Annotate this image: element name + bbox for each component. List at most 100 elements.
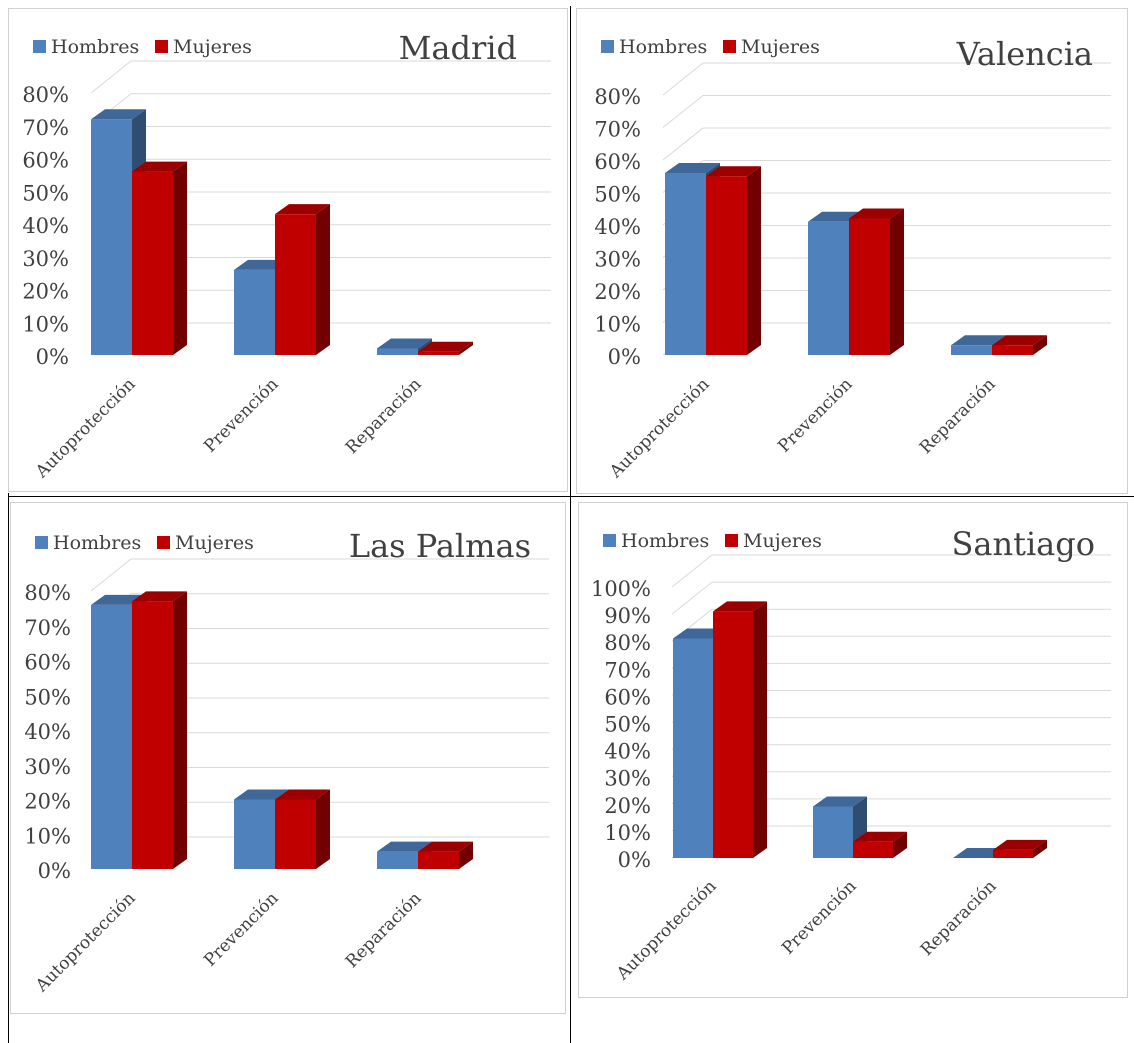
bar-front <box>992 345 1033 355</box>
legend-swatch-mujeres <box>157 536 170 549</box>
bar-mujeres-0 <box>706 166 761 355</box>
bar-top <box>993 839 1047 850</box>
bar-top <box>992 335 1047 346</box>
bar-top <box>853 831 907 842</box>
chart-las-palmas-svg: 0% 10% 20% 30% 40% 50% 60% 70% 80% Hombres Mujeres… <box>24 527 549 997</box>
bar-front <box>993 849 1033 858</box>
bar-front <box>951 345 992 355</box>
legend-label-mujeres: Mujeres <box>741 36 820 58</box>
x-tick-label: Autoprotección <box>31 374 139 482</box>
bar-mujeres-2 <box>418 341 473 355</box>
legend-label-mujeres: Mujeres <box>175 532 254 554</box>
legend-label-hombres: Hombres <box>53 532 141 554</box>
bar-mujeres-0 <box>713 601 767 858</box>
bar-front <box>132 601 173 869</box>
bar-top <box>132 161 187 172</box>
x-tick-label: Prevención <box>200 888 282 970</box>
chart-title: Valencia <box>956 35 1093 73</box>
bar-mujeres-1 <box>275 204 330 355</box>
bar-front <box>713 611 753 858</box>
y-tick-label: 40% <box>594 215 641 239</box>
bar-top <box>275 789 330 800</box>
bar-side <box>459 841 473 869</box>
x-tick-label: Reparación <box>917 876 1001 960</box>
y-tick-label: 30% <box>22 247 69 271</box>
y-tick-label: 10% <box>24 824 71 848</box>
bar-top <box>377 338 432 349</box>
y-tick-label: 20% <box>604 794 651 818</box>
x-tick-label: Reparación <box>342 374 426 458</box>
y-tick-label: 80% <box>22 83 69 107</box>
bar-front <box>418 351 459 355</box>
bar-top <box>813 796 867 807</box>
legend-swatch-hombres <box>603 534 616 547</box>
bar-top <box>132 591 187 602</box>
bar-front <box>849 218 890 355</box>
bar-top <box>275 204 330 215</box>
bar-side <box>1033 839 1047 858</box>
y-tick-label: 60% <box>604 685 651 709</box>
bar-mujeres-1 <box>275 789 330 869</box>
y-tick-label: 10% <box>22 312 69 336</box>
bar-front <box>377 851 418 869</box>
y-tick-label: 60% <box>22 149 69 173</box>
legend-swatch-mujeres <box>723 40 736 53</box>
chart-madrid: 0% 10% 20% 30% 40% 50% 60% 70% 80% Hombres Mujeres… <box>8 8 568 492</box>
bar-mujeres-2 <box>418 841 473 869</box>
bar-front <box>234 799 275 869</box>
y-tick-label: 30% <box>604 767 651 791</box>
table-border-middle <box>570 6 571 1043</box>
bar-mujeres-1 <box>849 208 904 355</box>
y-tick-label: 0% <box>608 345 641 369</box>
bar-top <box>377 841 432 852</box>
chart-title: Madrid <box>399 29 517 67</box>
y-tick-label: 80% <box>24 581 71 605</box>
x-tick-label: Prevención <box>778 876 860 958</box>
bar-top <box>665 163 720 173</box>
y-tick-label: 50% <box>604 713 651 737</box>
chart-valencia-svg: 0% 10% 20% 30% 40% 50% 60% 70% 80% Hombres Mujeres… <box>594 35 1111 483</box>
y-tick-label: 70% <box>22 116 69 140</box>
y-tick-label: 70% <box>594 118 641 142</box>
bar-side <box>459 341 473 355</box>
bar-side <box>316 204 330 355</box>
y-tick-label: 60% <box>24 651 71 675</box>
y-tick-label: 60% <box>594 150 641 174</box>
chart-title: Las Palmas <box>349 527 531 565</box>
table-border-left <box>8 493 9 1043</box>
bar-front <box>132 171 173 355</box>
y-tick-label: 80% <box>604 631 651 655</box>
legend-swatch-hombres <box>33 40 46 53</box>
bar-mujeres-2 <box>992 335 1047 355</box>
y-tick-label: 10% <box>604 821 651 845</box>
table-border-row <box>8 496 1134 497</box>
y-tick-label: 100% <box>591 577 651 601</box>
bar-top <box>713 601 767 612</box>
bar-side <box>893 831 907 858</box>
legend-label-mujeres: Mujeres <box>173 36 252 58</box>
bar-side <box>890 208 904 355</box>
bar-side <box>1033 335 1047 355</box>
legend-label-hombres: Hombres <box>619 36 707 58</box>
legend-swatch-hombres <box>601 40 614 53</box>
y-tick-label: 40% <box>24 720 71 744</box>
y-tick-label: 40% <box>22 214 69 238</box>
bar-mujeres-2 <box>993 839 1047 858</box>
bar-front <box>377 348 418 355</box>
y-tick-label: 20% <box>594 280 641 304</box>
bar-side <box>753 601 767 858</box>
gridline-diag <box>662 127 704 161</box>
y-tick-label: 70% <box>24 616 71 640</box>
bar-front <box>234 269 275 355</box>
bar-side <box>747 166 761 355</box>
bar-front <box>91 604 132 869</box>
y-tick-label: 50% <box>594 183 641 207</box>
bar-top <box>951 335 1006 346</box>
y-tick-label: 20% <box>22 280 69 304</box>
gridline-diag <box>662 95 704 128</box>
x-tick-label: Autoprotección <box>31 888 139 996</box>
legend-swatch-mujeres <box>155 40 168 53</box>
y-tick-label: 30% <box>594 248 641 272</box>
bar-front <box>808 221 849 355</box>
chart-title: Santiago <box>951 525 1095 563</box>
